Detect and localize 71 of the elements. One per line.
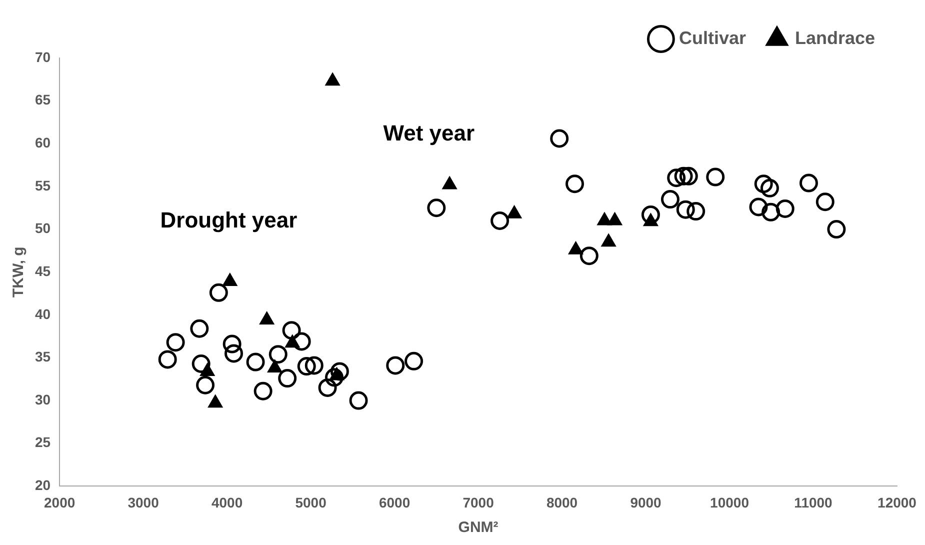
point: [754, 174, 773, 194]
point: [330, 362, 349, 381]
point: [550, 129, 569, 148]
x-tick-label: 2000: [44, 494, 76, 510]
legend-label: Landrace: [794, 28, 876, 48]
y-tick-label: 40: [34, 306, 51, 322]
point: [760, 178, 779, 198]
x-tick-label: 4000: [211, 494, 243, 510]
point: [282, 321, 301, 340]
y-tick-label: 60: [34, 134, 51, 150]
point: [580, 246, 598, 266]
annotation: Drought year: [160, 208, 298, 233]
point: [674, 166, 693, 186]
point: [762, 202, 780, 222]
point: [404, 352, 424, 370]
point: [566, 174, 584, 194]
point: [268, 345, 288, 364]
point: [304, 356, 324, 375]
x-tick-label: 8000: [546, 494, 578, 510]
point: [667, 168, 686, 188]
x-tick-label: 3000: [128, 494, 160, 510]
x-tick-label: 6000: [378, 494, 410, 510]
x-tick-label: 9000: [630, 494, 662, 510]
point: [318, 378, 337, 397]
x-tick-label: 12000: [878, 494, 917, 510]
legend-label: Cultivar: [678, 28, 746, 48]
point: [641, 205, 660, 224]
point: [292, 332, 311, 351]
x-axis-title: GNM²: [458, 519, 498, 536]
point: [386, 356, 405, 375]
point: [686, 202, 706, 221]
point: [676, 200, 695, 219]
y-tick-label: 25: [34, 434, 51, 450]
y-tick-label: 45: [34, 262, 51, 279]
point: [706, 168, 725, 186]
point: [349, 391, 368, 410]
point: [166, 333, 185, 352]
x-tick-label: 11000: [794, 494, 833, 510]
point: [776, 199, 794, 218]
annotation: Wet year: [383, 120, 475, 146]
point: [190, 319, 209, 338]
point: [254, 382, 272, 400]
point: [192, 354, 210, 373]
x-tick-label: 5000: [295, 494, 327, 510]
point: [427, 198, 446, 218]
point: [679, 166, 698, 186]
point: [222, 334, 242, 354]
y-tick-label: 35: [34, 348, 51, 365]
y-tick-label: 50: [34, 220, 51, 236]
y-tick-label: 55: [34, 177, 51, 194]
x-tick-label: 10000: [710, 494, 750, 510]
point: [660, 190, 680, 209]
point: [799, 174, 818, 192]
point: [827, 220, 846, 239]
point: [297, 357, 316, 376]
point: [490, 211, 510, 230]
point: [158, 350, 177, 369]
y-tick-label: 65: [34, 92, 51, 108]
x-tick-label: 7000: [462, 494, 494, 510]
point: [209, 283, 228, 302]
y-tick-label: 20: [34, 477, 51, 494]
point: [224, 344, 244, 363]
point: [246, 352, 265, 372]
y-axis-title: TKW, g: [10, 246, 28, 298]
point: [196, 376, 215, 394]
y-tick-label: 70: [34, 48, 51, 65]
point: [325, 368, 344, 387]
point: [278, 369, 297, 388]
y-tick-label: 30: [34, 391, 51, 408]
point: [816, 192, 834, 212]
point: [749, 198, 768, 216]
